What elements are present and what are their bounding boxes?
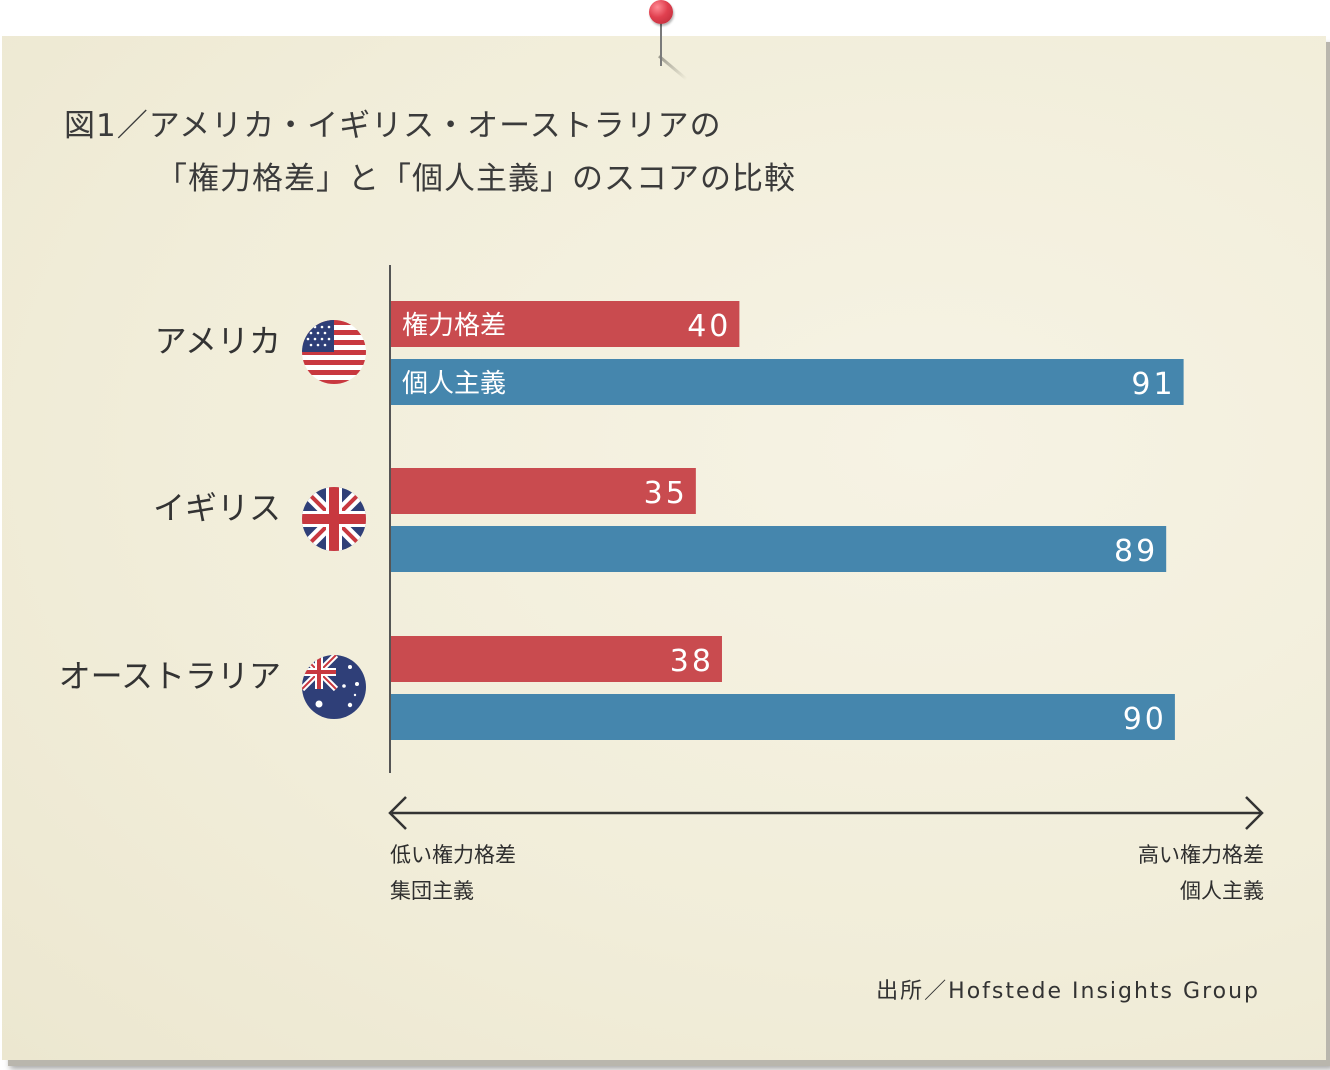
australia-flag-icon — [302, 655, 366, 719]
bar — [391, 359, 1184, 405]
axis-left-note: 集団主義 — [390, 879, 474, 903]
bar — [391, 694, 1175, 740]
country-label: オーストラリア — [59, 657, 281, 695]
chart-title-line-1: 図1／アメリカ・イギリス・オーストラリアの — [64, 108, 722, 144]
bar — [391, 526, 1167, 572]
pin-needle — [660, 18, 662, 66]
country-label: イギリス — [153, 489, 281, 527]
uk-flag-icon — [302, 487, 366, 551]
bar — [391, 301, 740, 347]
axis-arrow — [388, 796, 1264, 830]
axis-left-note: 低い権力格差 — [390, 843, 516, 867]
value-label: 90 — [1123, 702, 1167, 737]
us-flag-icon — [302, 320, 366, 384]
series-label: 権力格差 — [402, 311, 506, 341]
axis-right-note: 高い権力格差 — [1138, 843, 1264, 867]
value-label: 40 — [687, 309, 731, 344]
value-label: 35 — [644, 476, 688, 511]
axis-right-note: 個人主義 — [1180, 879, 1264, 903]
bar — [391, 636, 722, 682]
bar — [391, 468, 696, 514]
pushpin-icon — [649, 0, 673, 24]
country-label: アメリカ — [155, 322, 281, 360]
value-label: 91 — [1131, 367, 1175, 402]
value-label: 38 — [670, 644, 714, 679]
source-note: 出所／Hofstede Insights Group — [876, 979, 1260, 1004]
chart-title-line-2: 「権力格差」と「個人主義」のスコアの比較 — [156, 161, 796, 197]
series-label: 個人主義 — [402, 369, 506, 399]
value-label: 89 — [1114, 534, 1158, 569]
